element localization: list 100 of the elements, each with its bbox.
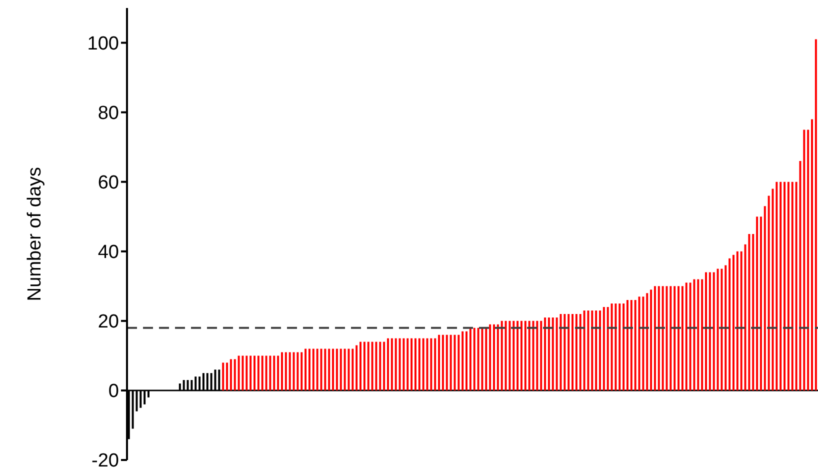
y-axis-title: Number of days <box>24 166 46 302</box>
bar <box>528 320 530 390</box>
bar <box>787 182 790 390</box>
bar <box>324 348 326 390</box>
bar <box>344 348 346 390</box>
bar <box>748 234 750 390</box>
bar <box>630 300 632 390</box>
bar <box>685 282 688 390</box>
bar <box>693 279 696 390</box>
bar <box>524 320 526 390</box>
bar <box>406 338 409 390</box>
bar <box>556 317 558 390</box>
bar <box>662 286 664 390</box>
bar <box>402 338 405 390</box>
bar <box>606 307 609 390</box>
bar <box>670 286 672 390</box>
bar <box>360 342 362 390</box>
bar <box>532 320 534 390</box>
bar <box>504 320 507 390</box>
bar <box>814 39 817 390</box>
bar <box>222 362 224 390</box>
bar <box>462 331 464 390</box>
bar <box>736 251 738 390</box>
bar <box>520 320 522 390</box>
bar <box>386 338 389 390</box>
bar <box>414 338 416 390</box>
bar <box>575 314 578 390</box>
bar <box>257 356 260 390</box>
bar <box>348 348 350 390</box>
bar <box>489 324 492 390</box>
bar <box>768 196 770 390</box>
y-tick-label: 100 <box>87 34 119 55</box>
bar <box>363 342 366 390</box>
bar <box>512 320 515 390</box>
bar <box>438 334 440 390</box>
bar <box>764 206 766 390</box>
bar <box>602 307 605 390</box>
bar <box>434 338 436 390</box>
bar <box>477 328 480 390</box>
bar <box>246 356 248 390</box>
bar <box>292 352 295 390</box>
bar <box>610 304 613 390</box>
bar <box>508 320 511 390</box>
bar <box>658 286 660 390</box>
bar <box>784 182 786 390</box>
bar <box>732 254 734 390</box>
y-tick-label: 80 <box>98 103 119 124</box>
bar <box>622 304 625 390</box>
bar <box>740 251 742 390</box>
y-tick-label: 60 <box>98 172 119 194</box>
bar <box>316 348 318 390</box>
bar <box>799 160 802 390</box>
bar <box>776 182 778 390</box>
bar <box>296 352 299 390</box>
bar <box>708 272 711 390</box>
bar <box>689 282 692 390</box>
bar <box>250 356 252 390</box>
bar <box>450 334 452 390</box>
bar <box>618 304 621 390</box>
bar <box>591 310 594 390</box>
bar <box>410 338 413 390</box>
bar <box>548 317 550 390</box>
bar <box>265 356 268 390</box>
bar <box>352 348 354 390</box>
y-tick-label: 0 <box>108 381 119 402</box>
bar <box>650 290 652 390</box>
bar <box>716 268 719 390</box>
bar <box>579 314 582 390</box>
bar <box>791 182 794 390</box>
bar <box>320 348 322 390</box>
bar <box>705 272 708 390</box>
bar <box>481 328 484 390</box>
bar <box>724 265 727 390</box>
bar <box>466 331 468 390</box>
bar <box>516 320 519 390</box>
bar <box>500 320 503 390</box>
bar <box>646 293 648 390</box>
bar <box>595 310 598 390</box>
bar <box>422 338 424 390</box>
bar <box>678 286 680 390</box>
bar <box>284 352 287 390</box>
bar <box>442 334 444 390</box>
bar <box>398 338 401 390</box>
bar <box>485 328 488 390</box>
bar <box>756 216 758 390</box>
bar <box>760 216 762 390</box>
bar <box>811 119 814 390</box>
bar <box>454 334 456 390</box>
bar <box>273 356 276 390</box>
bar <box>336 348 338 390</box>
bar <box>300 352 303 390</box>
y-tick-label: 40 <box>98 242 119 264</box>
bar <box>473 328 476 390</box>
bar <box>642 296 644 390</box>
bar <box>807 130 810 390</box>
bar <box>701 279 704 390</box>
bar <box>614 304 617 390</box>
bar <box>356 345 358 390</box>
bar <box>803 130 806 390</box>
bar <box>261 356 264 390</box>
